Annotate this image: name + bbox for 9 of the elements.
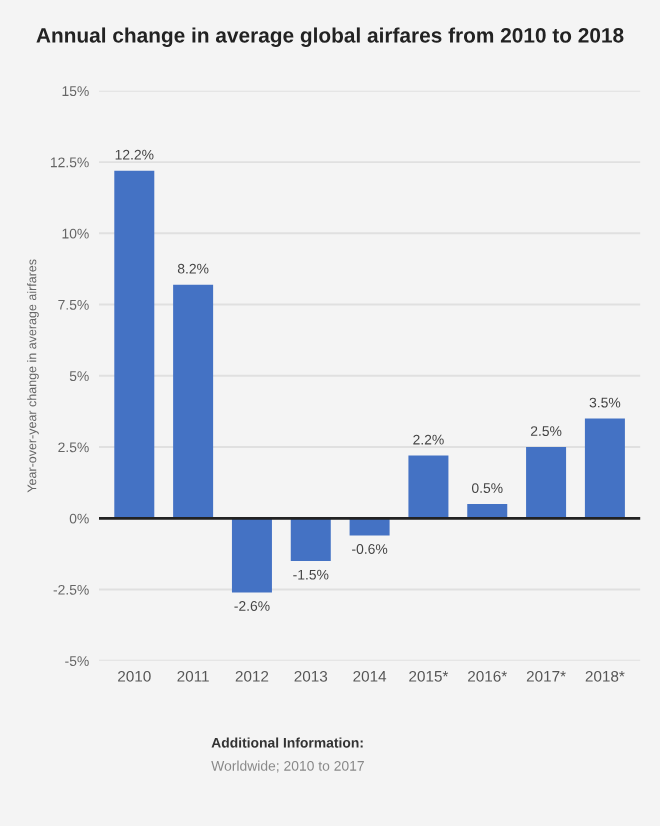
bar xyxy=(408,455,449,519)
bar xyxy=(584,418,625,519)
bar xyxy=(467,504,508,519)
bar xyxy=(173,284,214,519)
bar xyxy=(526,447,567,519)
chart-title: Annual change in average global airfares from 2010 to 2018 xyxy=(36,27,624,47)
bar xyxy=(290,518,331,562)
bar xyxy=(231,518,272,593)
bar xyxy=(114,170,155,519)
